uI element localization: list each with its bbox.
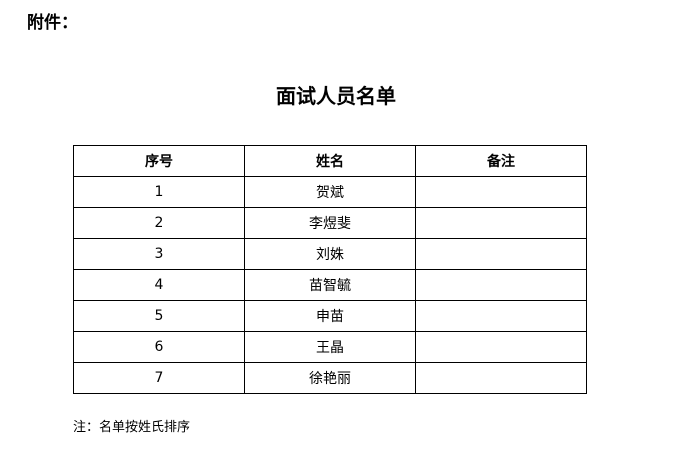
cell-remark: [415, 207, 587, 239]
cell-remark: [415, 331, 587, 363]
cell-no: 1: [73, 176, 245, 208]
cell-name: 贺斌: [244, 176, 416, 208]
cell-no: 7: [73, 362, 245, 394]
cell-name: 刘姝: [244, 238, 416, 270]
cell-no: 5: [73, 300, 245, 332]
cell-remark: [415, 238, 587, 270]
candidate-table: 序号 姓名 备注 1 贺斌 2 李煜斐 3 刘姝 4 苗智毓 5 申苗 6 王晶 7 徐艳丽: [73, 145, 587, 394]
table-row: 3 刘姝: [73, 238, 587, 270]
cell-name: 苗智毓: [244, 269, 416, 301]
table-header: 序号 姓名 备注: [73, 145, 587, 177]
footnote: 注：名单按姓氏排序: [73, 420, 191, 435]
cell-no: 3: [73, 238, 245, 270]
cell-name: 李煜斐: [244, 207, 416, 239]
cell-remark: [415, 176, 587, 208]
attachment-label: 附件：: [27, 13, 78, 33]
cell-remark: [415, 362, 587, 394]
cell-name: 王晶: [244, 331, 416, 363]
table-row: 2 李煜斐: [73, 207, 587, 239]
header-name: 姓名: [244, 145, 416, 177]
cell-name: 申苗: [244, 300, 416, 332]
header-remark: 备注: [415, 145, 587, 177]
page-title: 面试人员名单: [276, 84, 396, 108]
table-row: 6 王晶: [73, 331, 587, 363]
table-row: 7 徐艳丽: [73, 362, 587, 394]
table-row: 5 申苗: [73, 300, 587, 332]
cell-remark: [415, 269, 587, 301]
table-row: 4 苗智毓: [73, 269, 587, 301]
header-no: 序号: [73, 145, 245, 177]
cell-remark: [415, 300, 587, 332]
table-row: 1 贺斌: [73, 176, 587, 208]
cell-name: 徐艳丽: [244, 362, 416, 394]
cell-no: 6: [73, 331, 245, 363]
cell-no: 2: [73, 207, 245, 239]
cell-no: 4: [73, 269, 245, 301]
